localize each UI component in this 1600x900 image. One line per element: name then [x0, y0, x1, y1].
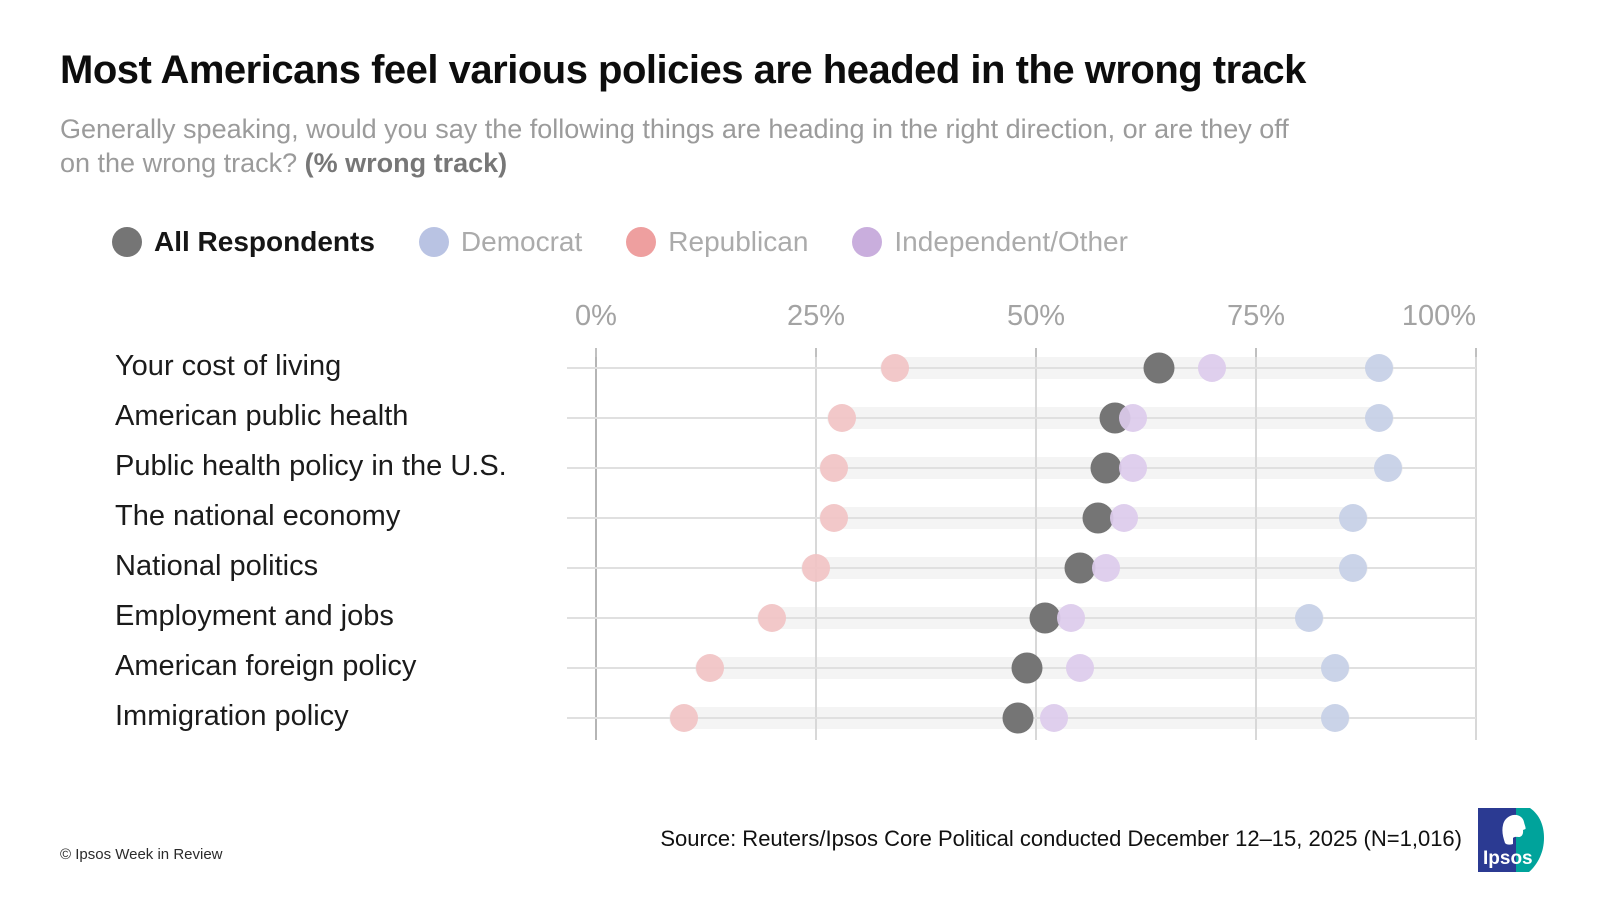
x-axis-tick [815, 348, 817, 357]
data-dot-republican [758, 604, 786, 632]
row-label: Immigration policy [115, 700, 349, 733]
x-axis-label: 100% [1401, 300, 1476, 332]
chart-title: Most Americans feel various policies are… [60, 48, 1306, 92]
x-gridline [815, 352, 817, 740]
all-respondents-dot-icon [112, 227, 142, 257]
x-gridline [1035, 352, 1037, 740]
republican-dot-icon [626, 227, 657, 257]
legend-item-republican: Republican [626, 226, 808, 258]
row-label: Employment and jobs [115, 600, 394, 633]
data-dot-independent-other [1057, 604, 1086, 632]
row-gridline [567, 467, 1476, 469]
data-dot-all-respondents [1143, 352, 1175, 384]
data-dot-democrat [1321, 704, 1350, 732]
x-gridline [1255, 352, 1257, 740]
data-dot-all-respondents [1002, 702, 1034, 734]
row-gridline [567, 567, 1476, 569]
x-gridline [595, 352, 597, 740]
data-dot-democrat [1338, 554, 1367, 582]
x-axis-label: 25% [786, 300, 846, 332]
legend-label: Democrat [460, 226, 583, 257]
data-dot-republican [819, 454, 848, 482]
row-label: Your cost of living [115, 350, 342, 383]
ipsos-logo: Ipsos [1478, 808, 1544, 872]
democrat-dot-icon [418, 227, 449, 257]
legend-label: All Respondents [154, 226, 375, 257]
data-dot-democrat [1374, 454, 1402, 482]
data-dot-independent-other [1118, 404, 1147, 432]
legend-item-all-respondents: All Respondents [112, 226, 375, 258]
x-gridline [1475, 352, 1477, 740]
row-gridline [567, 517, 1476, 519]
chart-subtitle: Generally speaking, would you say the fo… [60, 112, 1500, 180]
data-dot-republican [670, 704, 698, 732]
data-dot-republican [828, 404, 857, 432]
data-dot-independent-other [1092, 554, 1121, 582]
source-note: Source: Reuters/Ipsos Core Political con… [660, 826, 1462, 851]
x-axis-label: 0% [575, 300, 617, 332]
data-dot-democrat [1338, 504, 1367, 532]
row-gridline [567, 417, 1476, 419]
subtitle-line-2: on the wrong track? (% wrong track) [60, 148, 508, 178]
data-dot-democrat [1365, 354, 1394, 382]
subtitle-line-1: Generally speaking, would you say the fo… [60, 114, 1289, 144]
row-gridline [567, 367, 1476, 369]
copyright-note: © Ipsos Week in Review [60, 846, 223, 863]
legend: All Respondents Democrat Republican Inde… [112, 226, 1128, 258]
data-dot-republican [819, 504, 848, 532]
data-dot-republican [881, 354, 910, 382]
legend-label: Independent/Other [894, 226, 1128, 257]
legend-label: Republican [668, 226, 809, 257]
row-gridline [567, 617, 1476, 619]
data-dot-all-respondents [1029, 602, 1061, 634]
x-axis-tick [1035, 348, 1037, 357]
data-dot-democrat [1365, 404, 1394, 432]
data-dot-independent-other [1118, 454, 1147, 482]
data-dot-democrat [1321, 654, 1350, 682]
row-label: American public health [115, 400, 409, 433]
legend-item-independent: Independent/Other [852, 226, 1128, 258]
row-label: The national economy [115, 500, 401, 533]
logo-profile-silhouette [1502, 814, 1526, 845]
data-dot-independent-other [1066, 654, 1094, 682]
data-dot-independent-other [1198, 354, 1226, 382]
data-dot-all-respondents [1090, 452, 1122, 484]
data-dot-republican [696, 654, 725, 682]
data-dot-all-respondents [1011, 652, 1043, 684]
data-dot-democrat [1294, 604, 1323, 632]
data-dot-all-respondents [1082, 502, 1114, 534]
row-label: American foreign policy [115, 650, 417, 683]
row-label: National politics [115, 550, 319, 583]
data-dot-independent-other [1110, 504, 1138, 532]
x-axis-tick [1475, 348, 1477, 357]
logo-wordmark: Ipsos [1483, 848, 1533, 869]
x-axis-label: 75% [1226, 300, 1286, 332]
x-axis-tick [595, 348, 597, 357]
data-dot-republican [802, 554, 830, 582]
data-dot-all-respondents [1064, 552, 1096, 584]
data-dot-independent-other [1039, 704, 1068, 732]
legend-item-democrat: Democrat [418, 226, 583, 258]
x-axis-tick [1255, 348, 1257, 357]
subtitle-bold-note: (% wrong track) [304, 148, 508, 178]
x-axis-label: 50% [1006, 300, 1066, 332]
independent-dot-icon [852, 227, 883, 257]
row-label: Public health policy in the U.S. [115, 450, 507, 483]
